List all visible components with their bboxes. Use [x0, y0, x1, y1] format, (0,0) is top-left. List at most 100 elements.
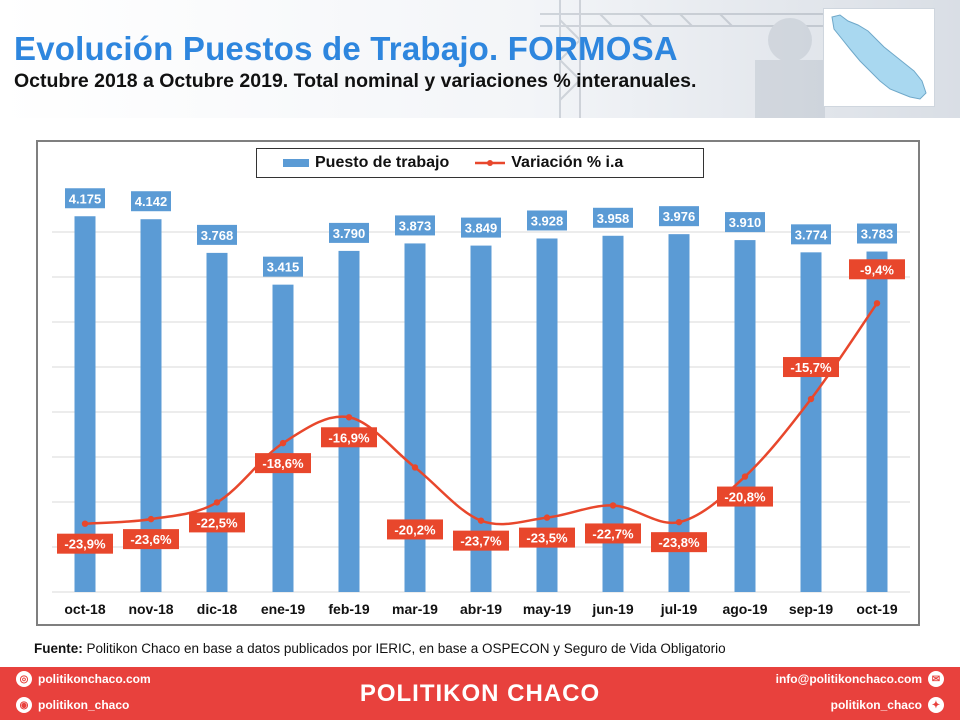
bar-label-box [197, 224, 237, 245]
variation-point [81, 520, 89, 527]
x-tick-label: oct-18 [64, 601, 105, 617]
variation-point [543, 514, 551, 521]
variation-point [873, 300, 881, 307]
variation-value-label: -20,8% [724, 490, 766, 505]
page-title: Evolución Puestos de Trabajo. FORMOSA [14, 30, 678, 67]
legend-item-line: Variación % i.a [475, 154, 623, 172]
source-text: Politikon Chaco en base a datos publicad… [82, 641, 726, 656]
variation-point [477, 517, 485, 524]
bar [668, 234, 690, 592]
bar [140, 219, 162, 592]
bar-label-box [395, 215, 435, 236]
bar-value-label: 3.928 [531, 213, 564, 228]
page-subtitle: Octubre 2018 a Octubre 2019. Total nomin… [14, 70, 697, 92]
x-tick-label: jun-19 [591, 601, 633, 617]
formosa-map-icon [831, 14, 927, 100]
variation-value-label: -16,9% [328, 430, 370, 445]
variation-label-box [255, 453, 311, 474]
variation-value-label: -22,7% [592, 526, 634, 541]
footer-twitter[interactable]: politikon_chaco ✦ [831, 697, 944, 713]
construction-background-image [540, 0, 840, 118]
variation-point [411, 464, 419, 471]
bar [866, 251, 888, 592]
bar [800, 252, 822, 592]
x-tick-label: ago-19 [722, 601, 767, 617]
bar-value-label: 3.958 [597, 211, 630, 226]
bar-label-box [329, 222, 369, 243]
footer-instagram[interactable]: ◉ politikon_chaco [16, 697, 129, 713]
x-tick-label: dic-18 [197, 601, 238, 617]
x-tick-label: jul-19 [660, 601, 698, 617]
variation-value-label: -15,7% [790, 360, 832, 375]
bar [272, 284, 294, 592]
source-note: Fuente: Politikon Chaco en base a datos … [34, 641, 726, 656]
twitter-icon: ✦ [928, 697, 944, 713]
footer-instagram-text: politikon_chaco [38, 698, 130, 712]
bar-label-box [461, 217, 501, 238]
x-tick-label: oct-19 [856, 601, 897, 617]
variation-value-label: -23,5% [526, 531, 568, 546]
bar-label-box [791, 224, 831, 245]
bar-value-label: 3.976 [663, 209, 696, 224]
footer-website[interactable]: ◎ politikonchaco.com [16, 671, 151, 687]
legend-bar-swatch [283, 159, 309, 167]
bar-value-label: 3.849 [465, 221, 498, 236]
bar-value-label: 3.783 [861, 227, 894, 242]
bar [404, 243, 426, 592]
variation-point [609, 502, 617, 509]
chart-legend: Puesto de trabajo Variación % i.a [256, 148, 704, 178]
variation-label-box [57, 533, 113, 554]
variation-point [147, 515, 155, 523]
x-tick-label: sep-19 [789, 601, 834, 617]
formosa-map [823, 8, 935, 107]
bar-label-box [65, 188, 105, 209]
variation-value-label: -18,6% [262, 456, 304, 471]
variation-value-label: -23,9% [64, 537, 106, 552]
x-tick-label: ene-19 [261, 601, 306, 617]
footer-brand: POLITIKON CHACO [359, 680, 601, 707]
employment-chart: 4.175 oct-18 4.142 nov-18 3.768 dic-18 3.415 en… [52, 188, 910, 617]
bar [602, 235, 624, 592]
bar-value-label: 4.175 [69, 191, 102, 206]
variation-label-box [849, 259, 905, 280]
variation-value-label: -20,2% [394, 522, 436, 537]
bar [734, 240, 756, 592]
bar [74, 216, 96, 592]
variation-value-label: -23,8% [658, 535, 700, 550]
variation-value-label: -9,4% [860, 262, 894, 277]
globe-icon: ◎ [16, 671, 32, 687]
bar-label-box [131, 191, 171, 212]
header-banner: Evolución Puestos de Trabajo. FORMOSA Oc… [0, 0, 960, 118]
source-label: Fuente: [34, 641, 83, 656]
bar [206, 252, 228, 592]
bar-value-label: 3.768 [201, 228, 234, 243]
footer-website-text: politikonchaco.com [38, 672, 151, 686]
bar [470, 245, 492, 592]
bar-label-box [527, 210, 567, 231]
variation-point [741, 473, 749, 480]
variation-label-box [717, 486, 773, 507]
legend-label-bars: Puesto de trabajo [315, 154, 450, 171]
variation-value-label: -22,5% [196, 515, 238, 530]
instagram-icon: ◉ [16, 697, 32, 713]
bar-label-box [263, 256, 303, 277]
footer-bar [0, 667, 960, 720]
footer-email-text: info@politikonchaco.com [775, 672, 922, 686]
mail-icon: ✉ [928, 671, 944, 687]
bar-value-label: 3.774 [795, 227, 828, 242]
footer-email[interactable]: info@politikonchaco.com ✉ [776, 671, 944, 687]
legend-item-bars: Puesto de trabajo [283, 154, 449, 172]
footer-twitter-text: politikon_chaco [830, 698, 922, 712]
variation-point [213, 499, 221, 506]
bar-label-box [857, 223, 897, 244]
bar [536, 238, 558, 593]
bar-label-box [659, 206, 699, 227]
x-tick-label: feb-19 [328, 601, 369, 617]
x-tick-label: mar-19 [392, 601, 438, 617]
bar-value-label: 3.790 [333, 226, 366, 241]
variation-label-box [189, 512, 245, 533]
variation-point [279, 439, 287, 447]
variation-label-box [453, 530, 509, 551]
legend-label-line: Variación % i.a [511, 154, 624, 171]
variation-label-box [321, 427, 377, 448]
